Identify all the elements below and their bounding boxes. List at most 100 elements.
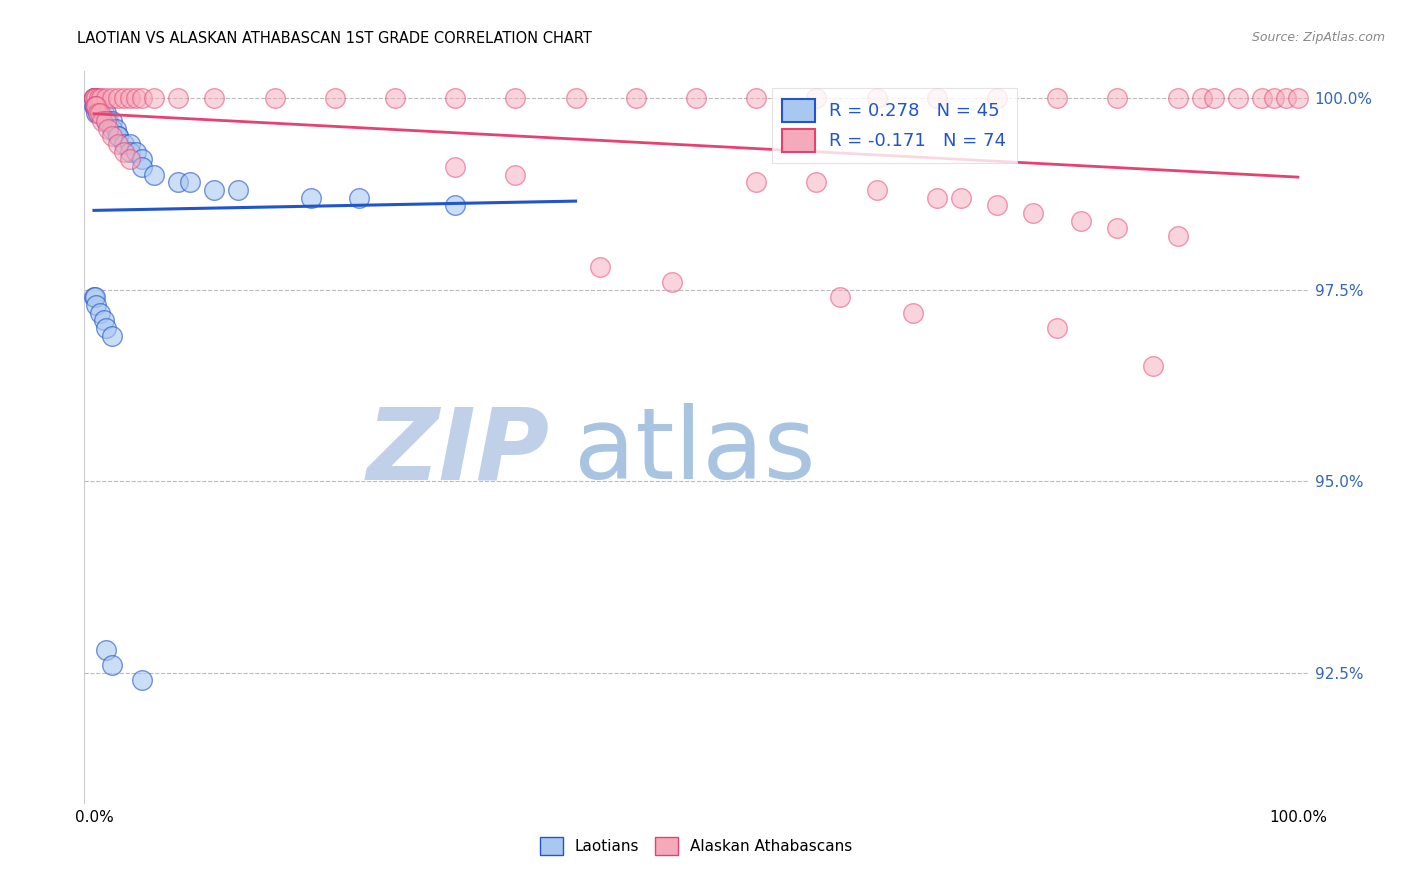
Point bbox=[83, 91, 105, 105]
Point bbox=[101, 657, 124, 672]
Point bbox=[107, 91, 129, 105]
Point bbox=[120, 91, 142, 105]
Point bbox=[112, 137, 135, 152]
Point bbox=[93, 313, 115, 327]
Point bbox=[685, 91, 707, 105]
Point bbox=[588, 260, 610, 274]
Point bbox=[86, 106, 108, 120]
Point bbox=[444, 198, 467, 212]
Point bbox=[986, 198, 1008, 212]
Point bbox=[87, 91, 110, 105]
Point bbox=[745, 91, 768, 105]
Point bbox=[228, 183, 250, 197]
Point bbox=[1191, 91, 1213, 105]
Text: ZIP: ZIP bbox=[366, 403, 550, 500]
Point bbox=[120, 137, 142, 152]
Text: Source: ZipAtlas.com: Source: ZipAtlas.com bbox=[1251, 31, 1385, 45]
Point bbox=[101, 328, 124, 343]
Point bbox=[131, 91, 153, 105]
Point bbox=[505, 91, 527, 105]
Point bbox=[90, 91, 112, 105]
Point bbox=[104, 121, 127, 136]
Point bbox=[806, 176, 828, 190]
Point bbox=[89, 106, 111, 120]
Point bbox=[806, 91, 828, 105]
Point bbox=[86, 106, 108, 120]
Point bbox=[925, 91, 948, 105]
Point bbox=[1107, 91, 1129, 105]
Point bbox=[564, 91, 586, 105]
Point bbox=[83, 91, 105, 105]
Point bbox=[101, 129, 124, 144]
Point bbox=[83, 91, 105, 105]
Point bbox=[167, 176, 190, 190]
Point bbox=[83, 91, 105, 105]
Point bbox=[179, 176, 201, 190]
Point bbox=[101, 114, 124, 128]
Point bbox=[830, 290, 852, 304]
Point bbox=[94, 321, 117, 335]
Point bbox=[202, 91, 225, 105]
Legend: Laotians, Alaskan Athabascans: Laotians, Alaskan Athabascans bbox=[534, 831, 858, 861]
Point bbox=[97, 121, 120, 136]
Point bbox=[97, 114, 120, 128]
Point bbox=[89, 305, 111, 319]
Point bbox=[865, 183, 887, 197]
Point bbox=[93, 106, 115, 120]
Point bbox=[1070, 213, 1092, 227]
Point bbox=[1046, 91, 1069, 105]
Point bbox=[83, 91, 105, 105]
Point bbox=[86, 99, 108, 113]
Point bbox=[1202, 91, 1225, 105]
Point bbox=[323, 91, 346, 105]
Point bbox=[1167, 91, 1189, 105]
Point bbox=[263, 91, 285, 105]
Point bbox=[94, 114, 117, 128]
Point bbox=[1022, 206, 1045, 220]
Point bbox=[901, 305, 924, 319]
Point bbox=[1226, 91, 1249, 105]
Point bbox=[865, 91, 887, 105]
Point bbox=[86, 91, 108, 105]
Point bbox=[131, 160, 153, 174]
Point bbox=[745, 176, 768, 190]
Point bbox=[94, 106, 117, 120]
Point bbox=[86, 99, 108, 113]
Point bbox=[1286, 91, 1309, 105]
Point bbox=[131, 673, 153, 688]
Point bbox=[1275, 91, 1298, 105]
Point bbox=[505, 168, 527, 182]
Point bbox=[444, 91, 467, 105]
Point bbox=[83, 99, 105, 113]
Point bbox=[84, 99, 107, 113]
Point bbox=[83, 290, 105, 304]
Point bbox=[444, 160, 467, 174]
Point bbox=[384, 91, 406, 105]
Point bbox=[1167, 229, 1189, 244]
Point bbox=[949, 191, 972, 205]
Point bbox=[143, 168, 166, 182]
Point bbox=[91, 114, 114, 128]
Point bbox=[986, 91, 1008, 105]
Point bbox=[84, 91, 107, 105]
Point bbox=[347, 191, 370, 205]
Point bbox=[624, 91, 647, 105]
Point bbox=[94, 114, 117, 128]
Point bbox=[86, 106, 108, 120]
Point bbox=[120, 145, 142, 159]
Point bbox=[86, 298, 108, 312]
Point bbox=[107, 129, 129, 144]
Point bbox=[84, 290, 107, 304]
Point bbox=[94, 91, 117, 105]
Point bbox=[125, 145, 148, 159]
Point bbox=[1107, 221, 1129, 235]
Point bbox=[125, 91, 148, 105]
Text: atlas: atlas bbox=[574, 403, 815, 500]
Point bbox=[84, 99, 107, 113]
Point bbox=[661, 275, 683, 289]
Point bbox=[167, 91, 190, 105]
Point bbox=[101, 91, 124, 105]
Point bbox=[112, 91, 135, 105]
Point bbox=[1142, 359, 1164, 374]
Point bbox=[107, 137, 129, 152]
